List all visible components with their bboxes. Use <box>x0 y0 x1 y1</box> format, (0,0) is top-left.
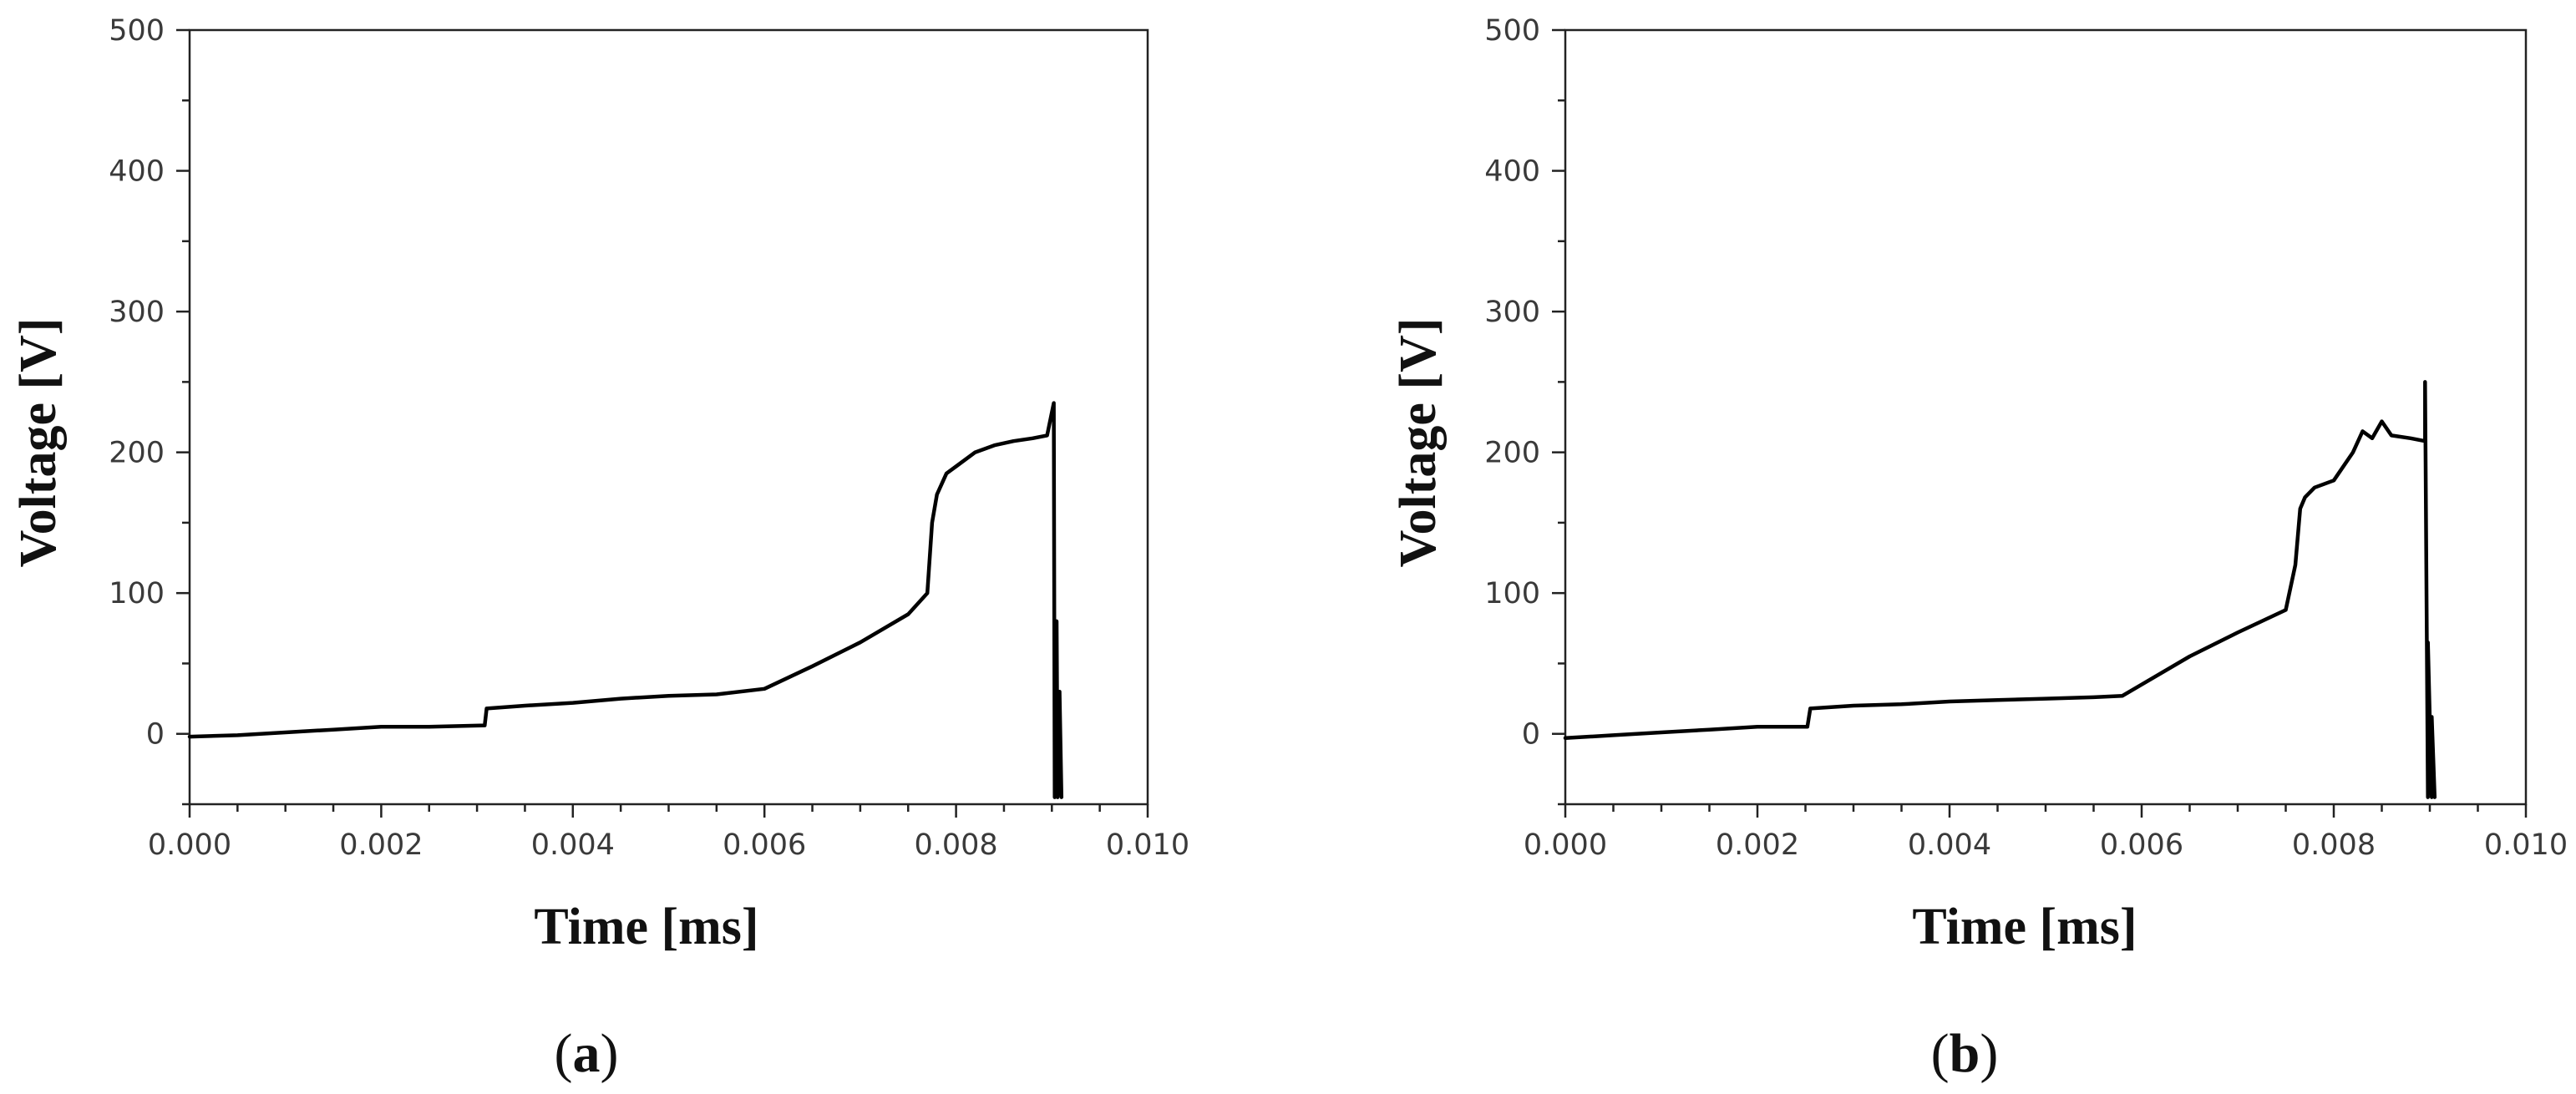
x-tick-label: 0.000 <box>1524 828 1607 862</box>
x-tick-label: 0.010 <box>2484 828 2568 862</box>
x-axis-title: Time [ms] <box>1912 899 2137 955</box>
y-tick-label: 100 <box>1484 577 1540 610</box>
voltage-trace <box>187 401 1064 799</box>
y-tick-label: 400 <box>109 155 165 189</box>
chart-b: 0.000 0.002 0.004 0.006 0.008 0.010 0 100 200 300… <box>1390 14 2568 1084</box>
y-tick-label: 0 <box>1522 718 1540 752</box>
x-tick-label: 0.004 <box>531 828 615 862</box>
y-tick-label: 500 <box>109 14 165 48</box>
y-tick-label: 300 <box>1484 296 1540 329</box>
x-axis-title: Time [ms] <box>534 899 758 955</box>
plot-frame <box>188 28 1149 806</box>
y-tick-label: 0 <box>146 718 165 752</box>
x-tick-label: 0.008 <box>914 828 997 862</box>
y-axis-title: Voltage [V] <box>10 317 67 567</box>
x-tick-label: 0.000 <box>148 828 231 862</box>
y-tick-label: 300 <box>109 296 165 329</box>
y-tick-label: 200 <box>109 437 165 470</box>
x-tick-label: 0.010 <box>1106 828 1189 862</box>
x-tick-label: 0.004 <box>1908 828 1991 862</box>
x-tick-label: 0.008 <box>2292 828 2376 862</box>
x-tick-label: 0.006 <box>723 828 806 862</box>
panel-label: (b) <box>1931 1023 1999 1084</box>
x-tick-label: 0.002 <box>1716 828 1799 862</box>
y-tick-label: 200 <box>1484 437 1540 470</box>
y-axis-title: Voltage [V] <box>1390 317 1447 567</box>
panel-label: (a) <box>555 1023 619 1084</box>
voltage-trace <box>1563 380 2437 799</box>
y-tick-label: 500 <box>1484 14 1540 48</box>
x-tick-label: 0.006 <box>2100 828 2183 862</box>
x-tick-label: 0.002 <box>339 828 423 862</box>
y-tick-label: 400 <box>1484 155 1540 189</box>
y-tick-label: 100 <box>109 577 165 610</box>
chart-a: 0.000 0.002 0.004 0.006 0.008 0.010 0 100 200 300… <box>10 14 1189 1084</box>
plot-frame <box>1564 28 2528 806</box>
